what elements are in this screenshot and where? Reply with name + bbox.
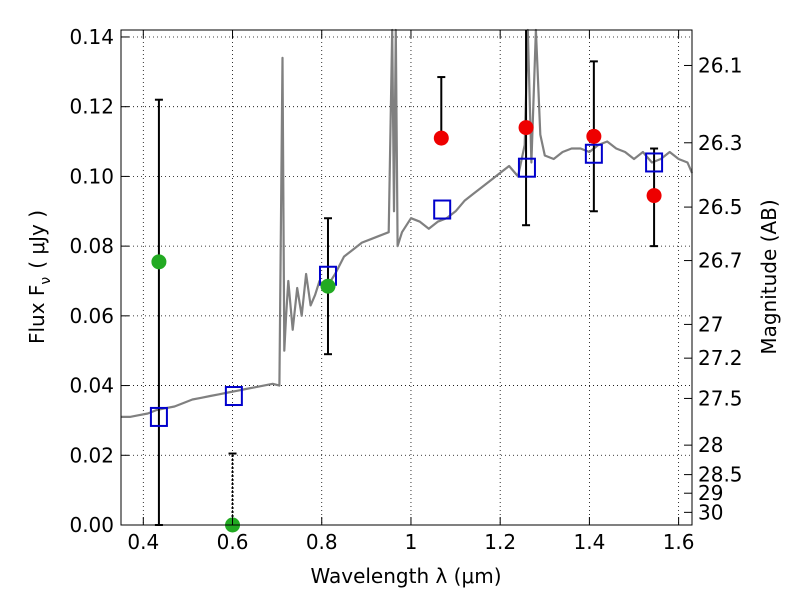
- y-tick-label-0: 0.00: [69, 513, 114, 537]
- y-tick-label-3: 0.06: [69, 304, 114, 328]
- mag-tick-label-7: 28: [698, 433, 723, 457]
- plot-frame: [120, 29, 693, 526]
- y-axis-label: Flux Fν ( μJy ): [25, 210, 54, 344]
- x-tick-label-0: 0.4: [127, 530, 159, 554]
- y-axis-label-subscript: ν: [38, 277, 54, 285]
- y-axis-label-unit: ( μJy ): [25, 210, 49, 269]
- spectrum-line: [121, 28, 694, 418]
- y-tick-label-2: 0.04: [69, 374, 114, 398]
- model-photometry-box-0: [149, 406, 168, 427]
- spectrum-layer: [121, 28, 694, 418]
- grid-lines: [121, 30, 692, 526]
- red-point-1: [518, 120, 534, 136]
- x-axis-label: Wavelength λ (μm): [310, 564, 501, 588]
- mag-tick-label-6: 27.5: [698, 386, 743, 410]
- mag-tick-label-10: 30: [698, 500, 723, 524]
- x-tick-label-4: 1.2: [484, 530, 516, 554]
- red-point-0: [433, 130, 449, 146]
- mag-tick-label-5: 27.2: [698, 346, 743, 370]
- mag-tick-label-9: 29: [698, 481, 723, 505]
- mag-tick-label-4: 27: [698, 312, 723, 336]
- model-photometry-box-6: [645, 152, 664, 173]
- model-photometry-box-1: [224, 386, 243, 407]
- mag-tick-label-1: 26.3: [698, 131, 743, 155]
- green-point-0: [151, 254, 167, 270]
- mag-tick-label-3: 26.7: [698, 249, 743, 273]
- red-point-3: [646, 188, 662, 204]
- x-tick-label-2: 0.8: [306, 530, 338, 554]
- y-axis-right-label: Magnitude (AB): [757, 199, 781, 354]
- y-tick-label-4: 0.08: [69, 234, 114, 258]
- y-axis-label-main: Flux F: [25, 285, 49, 344]
- red-point-2: [586, 128, 602, 144]
- axis-ticks: 0.4 0.6 0.8 1 1.2 1.4 1.6 0.00 0.02 0.04 0.06 0.08 0…: [69, 25, 742, 554]
- mag-tick-label-2: 26.5: [698, 195, 743, 219]
- mag-tick-label-0: 26.1: [698, 53, 743, 77]
- y-tick-label-6: 0.12: [69, 95, 114, 119]
- model-photometry-box-5: [584, 143, 603, 164]
- x-tick-label-5: 1.4: [573, 530, 605, 554]
- x-tick-label-1: 0.6: [217, 530, 249, 554]
- mag-tick-label-8: 28.5: [698, 463, 743, 487]
- y-tick-label-1: 0.02: [69, 443, 114, 467]
- x-tick-label-6: 1.6: [663, 530, 695, 554]
- model-photometry-box-4: [517, 157, 536, 178]
- markers: [149, 120, 664, 533]
- x-tick-label-3: 1: [405, 530, 418, 554]
- model-photometry-box-3: [433, 199, 452, 220]
- green-point-2: [320, 278, 336, 294]
- y-tick-label-7: 0.14: [69, 25, 114, 49]
- y-tick-label-5: 0.10: [69, 164, 114, 188]
